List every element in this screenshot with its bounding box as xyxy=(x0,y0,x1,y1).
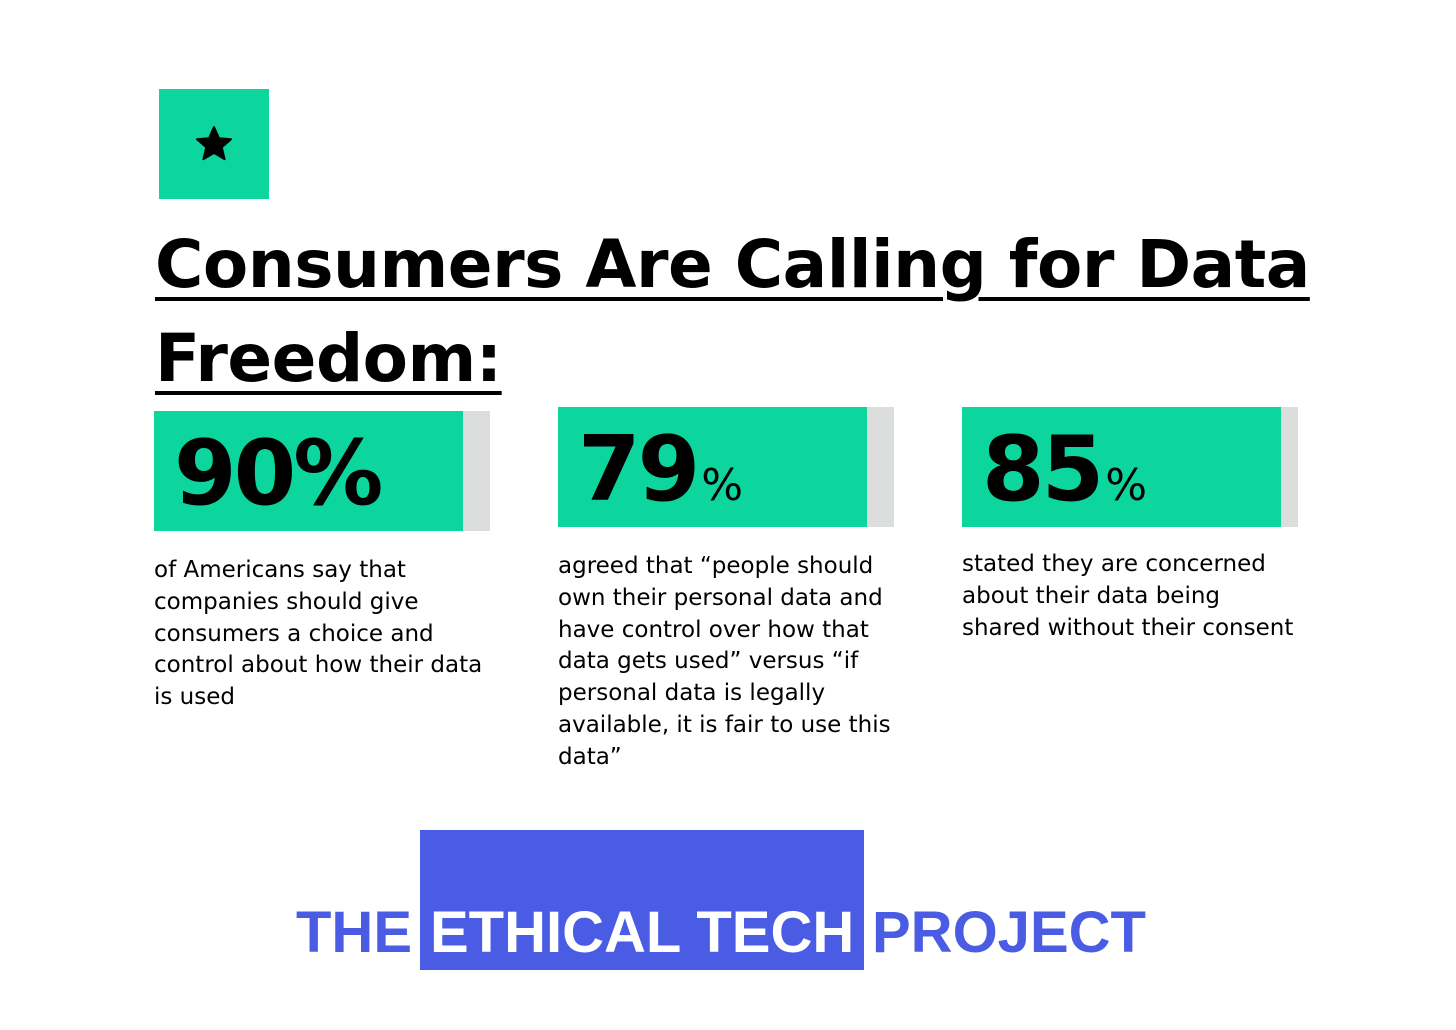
page-title-text: Consumers Are Calling for Data Freedom: xyxy=(155,226,1310,397)
star-badge xyxy=(159,89,269,199)
stat-bar-fill xyxy=(962,407,1282,527)
ethical-tech-project-logo: THE ETHICAL TECH PROJECT xyxy=(296,830,1166,970)
logo-text-the: THE xyxy=(296,900,412,965)
stat-description: agreed that “people should own their per… xyxy=(558,553,891,770)
stat-number-value: 90% xyxy=(174,421,383,526)
star-icon xyxy=(196,126,232,161)
stat-card-90: 90% of Americans say that companies shou… xyxy=(154,411,490,714)
page-title: Consumers Are Calling for Data Freedom: xyxy=(155,218,1315,406)
stat-bar-fill xyxy=(558,407,868,527)
stat-bar-fill xyxy=(154,411,464,531)
stat-card-79: 79% agreed that “people should own their… xyxy=(558,407,894,774)
stat-description: of Americans say that companies should g… xyxy=(154,557,483,711)
stat-bar: 85% xyxy=(962,407,1298,527)
logo-text-ethical-tech: ETHICAL TECH xyxy=(430,900,855,965)
stat-bar: 90% xyxy=(154,411,490,531)
stat-number: 85% xyxy=(982,415,1147,541)
stat-number-value: 79 xyxy=(578,417,700,522)
stat-number: 90% xyxy=(174,419,383,529)
logo-text-project: PROJECT xyxy=(872,900,1146,965)
logo-highlight-box xyxy=(420,830,864,970)
stat-card-85: 85% stated they are concerned about thei… xyxy=(962,407,1298,644)
stat-number-suffix: % xyxy=(701,460,744,511)
stat-description: stated they are concerned about their da… xyxy=(962,551,1294,641)
stat-number-value: 85 xyxy=(982,417,1104,522)
stat-bar: 79% xyxy=(558,407,894,527)
stat-number-suffix: % xyxy=(1105,460,1148,511)
stat-number: 79% xyxy=(578,415,743,541)
